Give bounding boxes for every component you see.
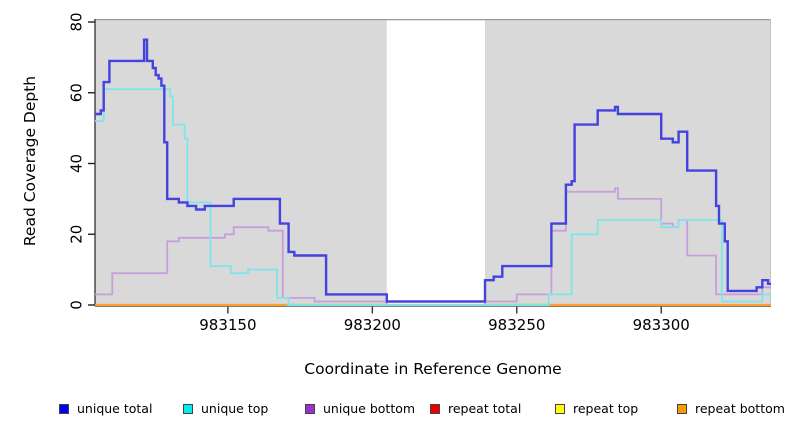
svg-text:80: 80 <box>67 12 85 31</box>
svg-text:0: 0 <box>67 300 85 310</box>
y-axis-title: Read Coverage Depth <box>21 75 39 247</box>
svg-text:60: 60 <box>67 83 85 102</box>
svg-text:40: 40 <box>67 154 85 173</box>
svg-text:983250: 983250 <box>488 316 545 334</box>
svg-text:983200: 983200 <box>344 316 401 334</box>
x-axis-title: Coordinate in Reference Genome <box>304 360 562 378</box>
svg-text:983300: 983300 <box>633 316 690 334</box>
svg-text:983150: 983150 <box>199 316 256 334</box>
svg-text:20: 20 <box>67 225 85 244</box>
